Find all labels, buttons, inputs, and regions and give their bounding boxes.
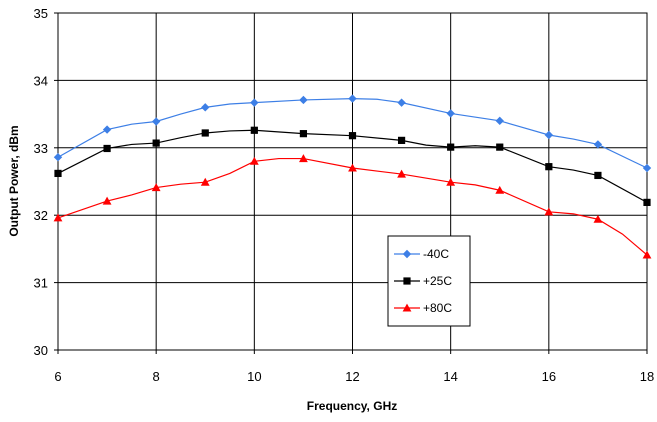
- data-point: [643, 198, 651, 206]
- data-point: [53, 153, 63, 162]
- legend-label: -40C: [423, 247, 449, 261]
- data-point: [201, 103, 210, 112]
- data-point: [446, 109, 455, 118]
- legend: -40C +25C +80C: [387, 235, 471, 327]
- x-tick-label: 18: [640, 369, 654, 384]
- data-point: [348, 132, 357, 140]
- y-tick-label: 34: [34, 73, 48, 88]
- data-point: [250, 126, 258, 134]
- data-point: [593, 140, 603, 149]
- y-tick-label: 31: [34, 276, 48, 291]
- data-point: [152, 139, 160, 147]
- legend-entry: +80C: [394, 301, 452, 315]
- data-point: [103, 144, 111, 153]
- series-line: [57, 157, 648, 256]
- series: [53, 94, 652, 173]
- data-point: [496, 143, 504, 151]
- series: [53, 154, 652, 259]
- data-point: [151, 117, 161, 126]
- data-point: [397, 98, 406, 107]
- y-tick-label: 30: [34, 343, 48, 358]
- x-tick-label: 8: [153, 369, 160, 384]
- data-point: [495, 116, 504, 126]
- data-point: [250, 98, 259, 107]
- data-point: [299, 154, 308, 163]
- legend-entry: +25C: [394, 274, 452, 288]
- data-point: [403, 277, 411, 285]
- y-tick-label: 32: [34, 208, 48, 223]
- y-tick-label: 35: [34, 6, 48, 21]
- data-point: [447, 143, 455, 151]
- data-point: [397, 136, 406, 144]
- y-axis-title: Output Power, dBm: [7, 125, 21, 236]
- data-point: [200, 177, 210, 186]
- data-point: [299, 130, 308, 138]
- data-point: [402, 249, 412, 259]
- data-point: [402, 303, 412, 312]
- data-point: [151, 183, 161, 192]
- series: [54, 126, 651, 206]
- legend-label: +25C: [423, 274, 452, 288]
- series-group: [53, 94, 652, 259]
- x-tick-labels: 6 8 10 12 14 16 18: [54, 369, 654, 384]
- data-point: [446, 177, 456, 186]
- data-point: [53, 213, 63, 222]
- data-point: [249, 156, 259, 165]
- x-tick-label: 12: [345, 369, 359, 384]
- data-point: [348, 163, 357, 172]
- data-point: [495, 185, 505, 194]
- data-point: [594, 171, 602, 180]
- y-tick-label: 33: [34, 141, 48, 156]
- x-tick-label: 6: [54, 369, 61, 384]
- data-point: [545, 163, 553, 171]
- data-point: [102, 196, 112, 205]
- data-point: [397, 169, 406, 178]
- x-tick-label: 16: [542, 369, 556, 384]
- data-point: [642, 163, 652, 173]
- data-point: [348, 94, 357, 103]
- data-point: [54, 169, 62, 178]
- data-point: [544, 207, 554, 216]
- legend-label: +80C: [423, 301, 452, 315]
- data-point: [544, 130, 554, 140]
- legend-entry: -40C: [394, 247, 449, 261]
- data-point: [642, 250, 652, 259]
- data-point: [593, 214, 603, 223]
- data-point: [201, 129, 209, 137]
- y-tick-labels: 30 31 32 33 34 35: [34, 6, 48, 358]
- x-tick-label: 10: [247, 369, 261, 384]
- data-point: [299, 95, 308, 105]
- data-point: [102, 125, 112, 134]
- x-axis-title: Frequency, GHz: [307, 399, 397, 413]
- series-line: [57, 97, 648, 169]
- x-tick-label: 14: [443, 369, 457, 384]
